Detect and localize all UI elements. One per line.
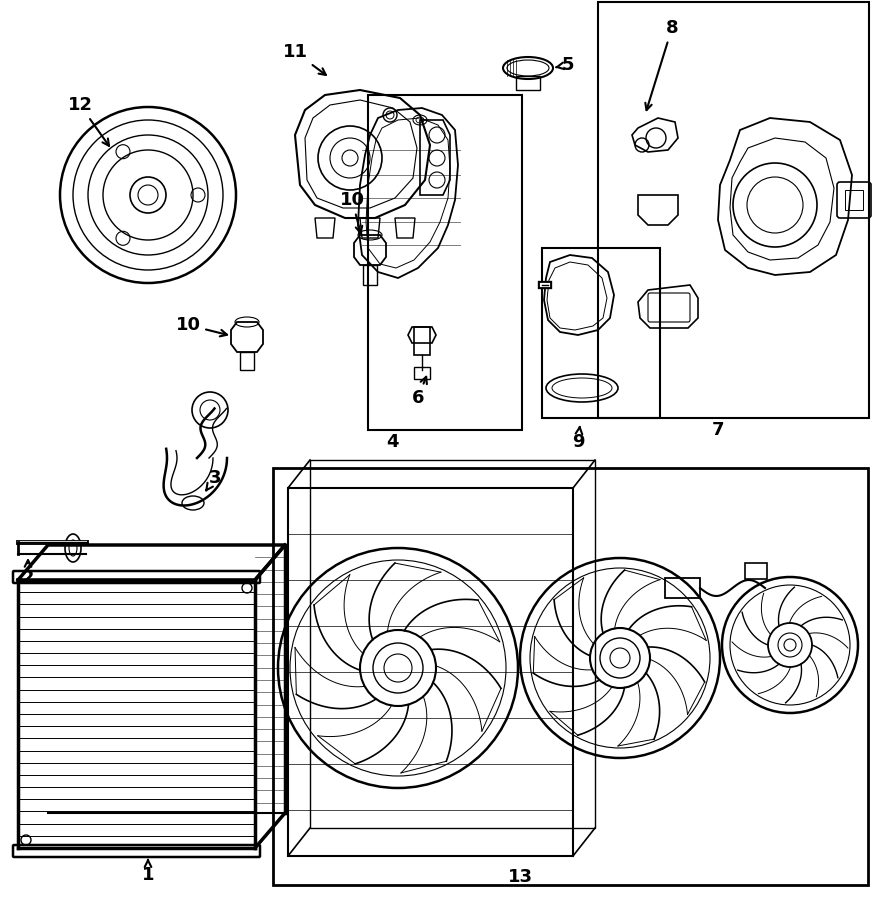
- Text: 5: 5: [556, 56, 575, 74]
- Text: 4: 4: [385, 433, 399, 451]
- Text: 3: 3: [206, 469, 221, 491]
- Text: 12: 12: [67, 96, 109, 146]
- Text: 2: 2: [22, 560, 34, 587]
- Text: 7: 7: [712, 421, 725, 439]
- Text: 6: 6: [412, 377, 427, 407]
- Text: 10: 10: [339, 191, 364, 233]
- Text: 8: 8: [645, 19, 678, 110]
- Text: 11: 11: [283, 43, 326, 75]
- Text: 9: 9: [572, 427, 584, 451]
- Text: 13: 13: [508, 868, 533, 886]
- Text: 10: 10: [175, 316, 227, 337]
- Text: 1: 1: [142, 860, 154, 884]
